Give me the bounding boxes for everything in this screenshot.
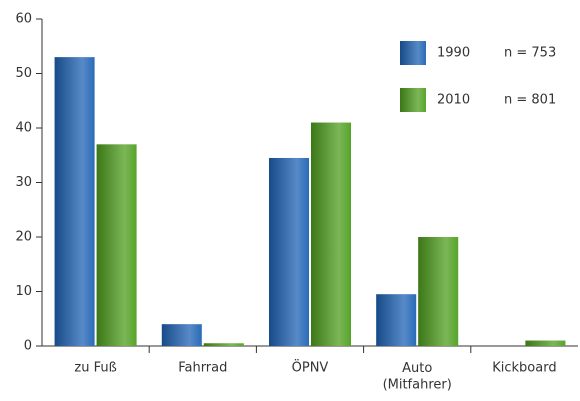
x-tick-label: Auto (Mitfahrer)	[383, 361, 452, 392]
legend-sample: n = 801	[504, 93, 556, 108]
y-tick-label: 10	[15, 284, 32, 299]
bar	[525, 340, 566, 346]
y-tick-label: 60	[15, 12, 32, 27]
bar	[269, 157, 309, 346]
y-tick-label: 50	[15, 66, 32, 81]
y-tick-label: 40	[15, 121, 32, 136]
legend-swatch-shade	[400, 88, 426, 112]
bar	[161, 324, 202, 346]
legend-swatch-shade	[400, 41, 426, 65]
legend-label: 2010	[437, 93, 470, 108]
x-tick-label: Kickboard	[492, 361, 556, 376]
legend-sample: n = 753	[504, 46, 556, 61]
y-tick-label: 0	[24, 339, 32, 354]
bar	[54, 57, 95, 347]
bar	[203, 343, 244, 346]
bar	[376, 294, 417, 346]
bar	[311, 122, 351, 346]
x-tick-label: zu Fuß	[74, 361, 116, 376]
legend-label: 1990	[437, 46, 470, 61]
x-tick-label: Fahrrad	[178, 361, 227, 376]
x-tick-label: ÖPNV	[292, 359, 329, 376]
bar	[96, 144, 137, 346]
y-tick-label: 20	[15, 230, 32, 245]
y-tick-label: 30	[15, 175, 32, 190]
bar	[418, 237, 459, 346]
